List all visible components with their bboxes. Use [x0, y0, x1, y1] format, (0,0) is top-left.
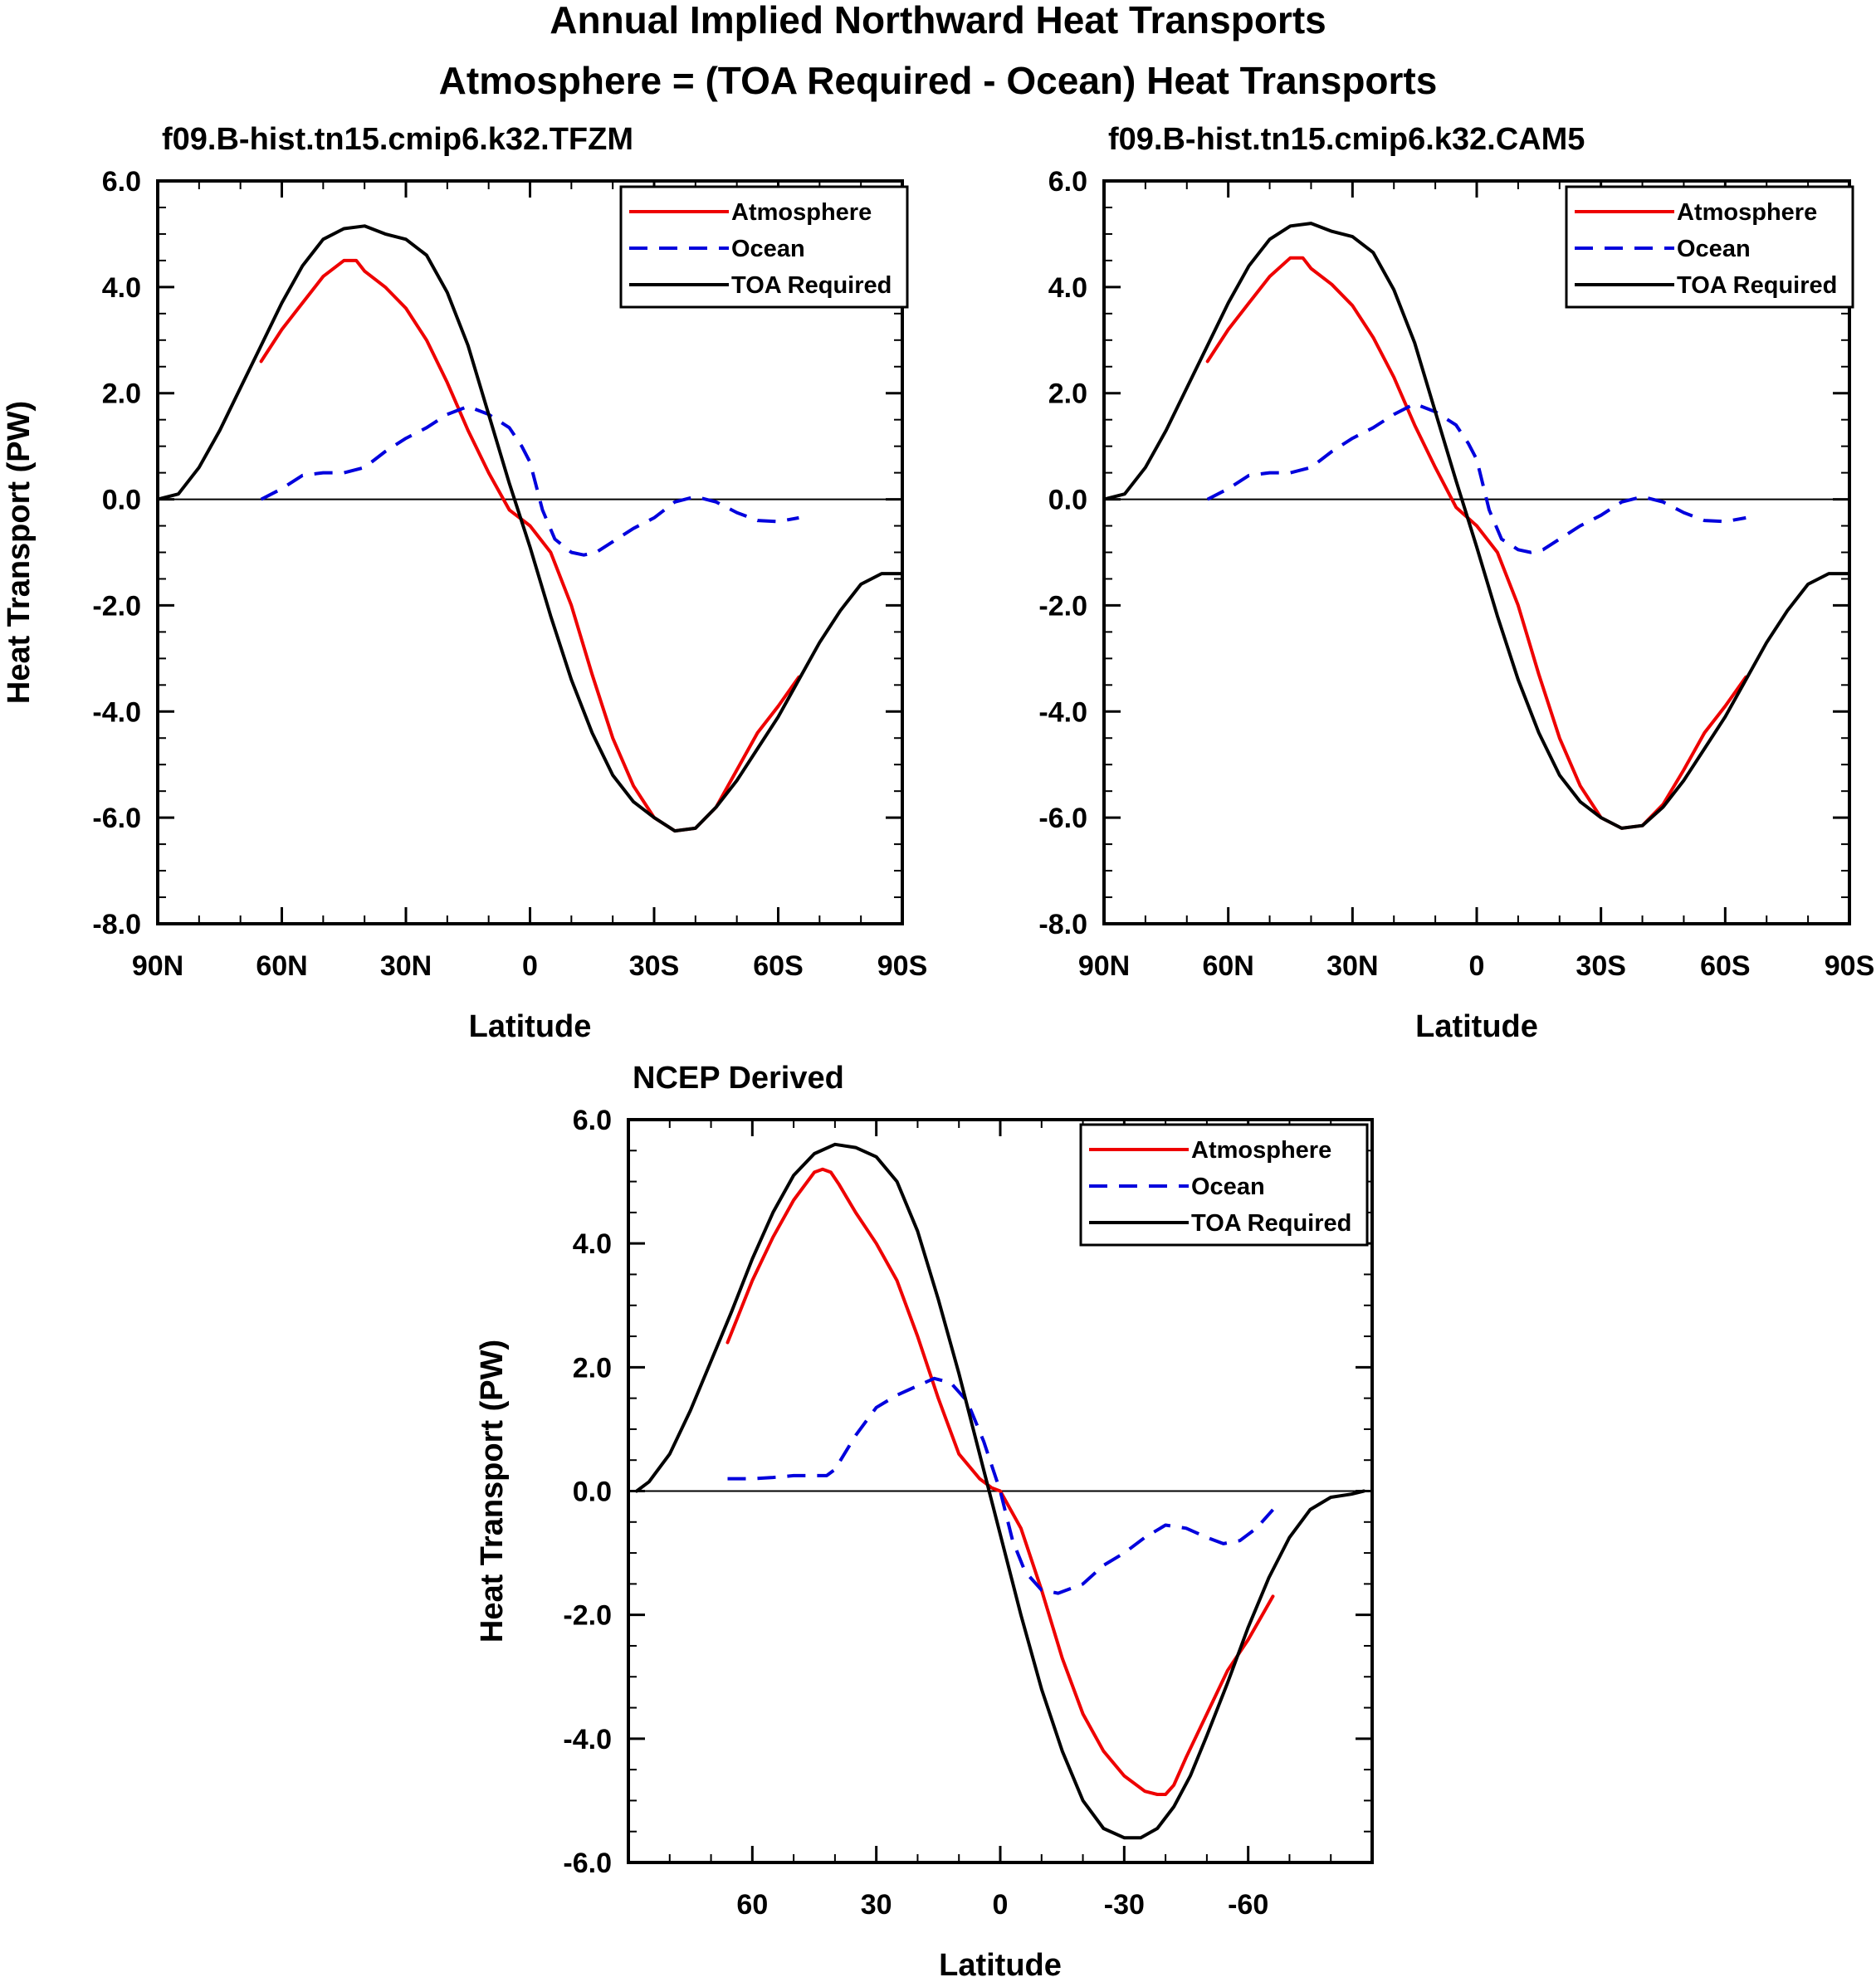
y-tick-label: 4.0	[1048, 272, 1087, 304]
x-tick-label: 30	[861, 1889, 892, 1921]
y-tick-label: 4.0	[573, 1228, 612, 1260]
legend-entry-label: Atmosphere	[1191, 1137, 1331, 1164]
y-tick-label: 0.0	[573, 1477, 612, 1508]
legend-entry-label: Ocean	[1191, 1174, 1265, 1200]
x-axis-title: Latitude	[939, 1948, 1062, 1982]
x-tick-label: 90S	[1825, 950, 1875, 982]
x-tick-label: 30N	[380, 950, 432, 982]
series-line-toa-required	[635, 1142, 1365, 1840]
legend-entry-label: TOA Required	[1191, 1210, 1351, 1237]
y-tick-label: -8.0	[1038, 909, 1087, 940]
y-tick-label: -4.0	[1038, 696, 1087, 728]
chart-panel-2: f09.B-hist.tn15.cmip6.k32.CAM5 6.0 4.0 2.0 0…	[1038, 122, 1874, 1044]
figure-title-line1: Annual Implied Northward Heat Transports	[550, 0, 1326, 41]
legend-entry-label: TOA Required	[1677, 272, 1837, 299]
legend-entry-label: Ocean	[731, 236, 805, 262]
chart-subtitle: f09.B-hist.tn15.cmip6.k32.TFZM	[162, 122, 633, 157]
y-tick-label: -4.0	[92, 696, 141, 728]
x-axis-title: Latitude	[469, 1009, 592, 1044]
y-tick-label: 0.0	[102, 485, 141, 516]
x-tick-label: -30	[1104, 1889, 1145, 1921]
y-tick-label: -8.0	[92, 909, 141, 940]
series-line-toa-required	[1102, 222, 1851, 830]
y-tick-label: -6.0	[563, 1848, 612, 1879]
x-tick-label: 90S	[877, 950, 928, 982]
x-tick-label: 0	[522, 950, 538, 982]
y-tick-label: -2.0	[92, 590, 141, 622]
legend-entry-label: Ocean	[1677, 236, 1751, 262]
chart-panel-1: f09.B-hist.tn15.cmip6.k32.TFZM 6.0 4.0 2.0 0…	[2, 122, 927, 1044]
x-tick-label: 60S	[1700, 950, 1751, 982]
series-line-ocean	[260, 404, 799, 557]
legend: Atmosphere Ocean TOA Required	[619, 185, 909, 309]
series-line-toa-required	[156, 224, 904, 833]
x-tick-label: 0	[993, 1889, 1009, 1921]
chart-subtitle: f09.B-hist.tn15.cmip6.k32.CAM5	[1108, 122, 1585, 157]
y-tick-label: 2.0	[573, 1352, 612, 1384]
x-tick-label: 60N	[1202, 950, 1253, 982]
x-tick-label: 30S	[629, 950, 680, 982]
x-tick-label: 0	[1469, 950, 1485, 982]
y-tick-label: -4.0	[563, 1724, 612, 1755]
series-line-ocean	[1206, 402, 1747, 554]
x-tick-label: 30N	[1326, 950, 1378, 982]
chart-panels: f09.B-hist.tn15.cmip6.k32.TFZM 6.0 4.0 2.0 0…	[2, 122, 1874, 1982]
y-axis-title: Heat Transport (PW)	[2, 401, 37, 704]
y-tick-label: 4.0	[102, 272, 141, 304]
x-tick-label: 30S	[1576, 950, 1626, 982]
series-line-atmosphere	[725, 1167, 1275, 1796]
y-tick-label: -6.0	[1038, 803, 1087, 834]
chart-subtitle: NCEP Derived	[633, 1061, 844, 1096]
x-axis-title: Latitude	[1415, 1009, 1538, 1044]
series-line-ocean	[727, 1376, 1274, 1595]
y-tick-label: 6.0	[1048, 166, 1087, 198]
x-tick-label: -60	[1228, 1889, 1268, 1921]
x-tick-label: 60	[736, 1889, 768, 1921]
x-tick-label: 90N	[1078, 950, 1130, 982]
y-tick-label: 2.0	[102, 378, 141, 410]
y-tick-label: 6.0	[573, 1105, 612, 1136]
y-tick-label: 2.0	[1048, 378, 1087, 410]
y-tick-label: -2.0	[1038, 590, 1087, 622]
y-axis-title: Heat Transport (PW)	[475, 1340, 510, 1643]
legend-entry-label: Atmosphere	[1677, 199, 1817, 226]
legend-entry-label: TOA Required	[731, 272, 892, 299]
legend: Atmosphere Ocean TOA Required	[1565, 185, 1854, 309]
legend-entry-label: Atmosphere	[731, 199, 872, 226]
chart-panel-3: NCEP Derived 6.0 4.0 2.0 0.0 -2.0 -4.0 -6.0 60 30…	[475, 1061, 1374, 1982]
x-tick-label: 90N	[132, 950, 183, 982]
y-tick-label: 6.0	[102, 166, 141, 198]
y-tick-label: -2.0	[563, 1600, 612, 1632]
legend: Atmosphere Ocean TOA Required	[1079, 1123, 1369, 1247]
x-tick-label: 60S	[753, 950, 804, 982]
x-tick-label: 60N	[256, 950, 307, 982]
y-tick-label: 0.0	[1048, 485, 1087, 516]
y-tick-label: -6.0	[92, 803, 141, 834]
figure-title-line2: Atmosphere = (TOA Required - Ocean) Heat…	[439, 59, 1438, 102]
